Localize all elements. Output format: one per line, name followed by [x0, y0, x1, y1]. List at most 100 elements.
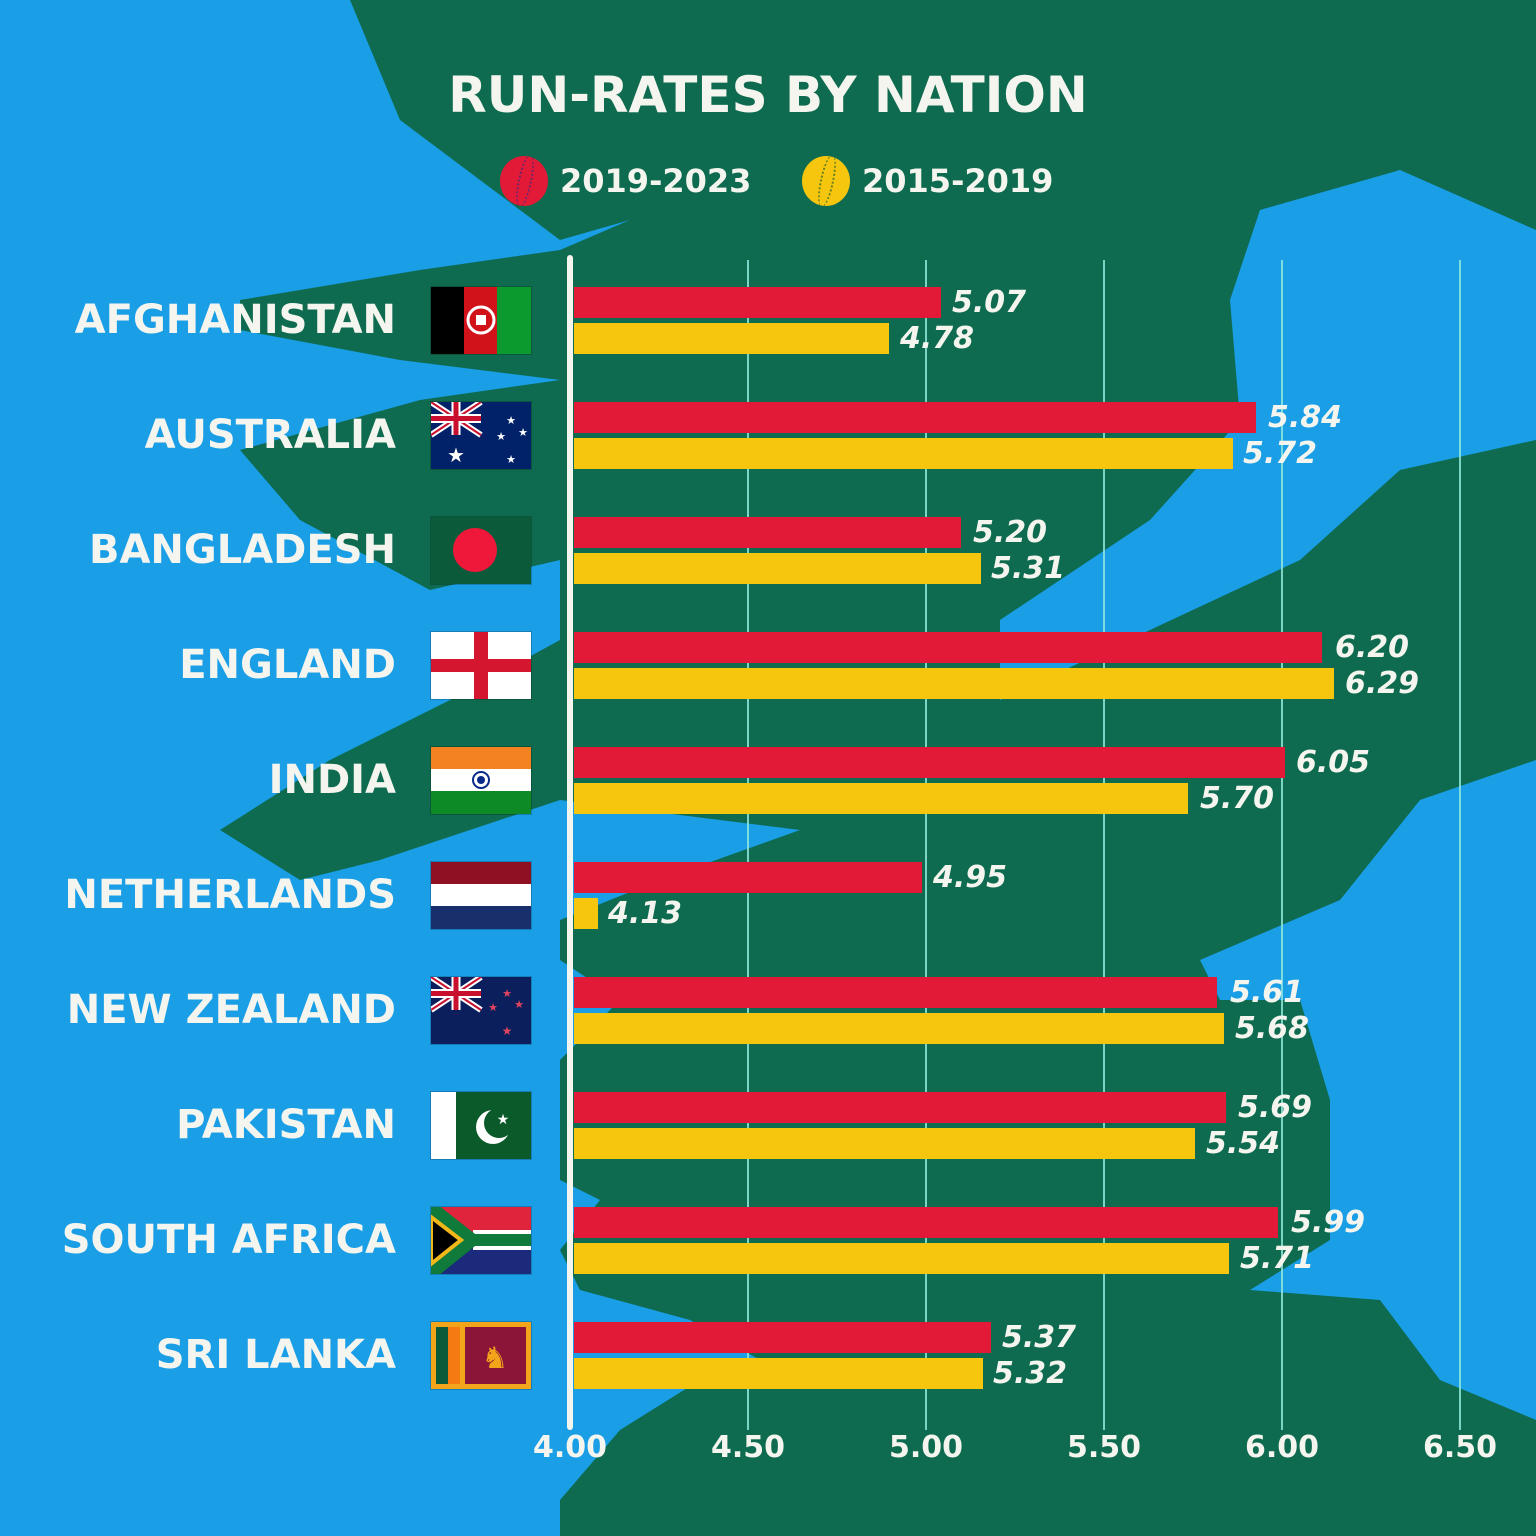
value-label: 4.13	[608, 896, 683, 931]
value-label: 6.05	[1296, 745, 1371, 780]
bar-2019-2023	[574, 747, 1285, 778]
row-new-zealand: NEW ZEALAND ★ ★ ★ ★ 5.61 5.68	[0, 977, 1536, 1057]
country-label: ENGLAND	[179, 642, 396, 688]
afghanistan-flag-icon	[431, 287, 531, 354]
gridline-5.00	[925, 260, 927, 1430]
england-flag-icon	[431, 632, 531, 699]
value-label: 5.72	[1243, 436, 1318, 471]
bar-2019-2023	[574, 1322, 991, 1353]
bar-2019-2023	[574, 517, 961, 548]
country-label: SRI LANKA	[155, 1332, 396, 1378]
country-label: BANGLADESH	[88, 527, 396, 573]
bar-2019-2023	[574, 1092, 1226, 1123]
chart-title: RUN-RATES BY NATION	[448, 66, 1088, 124]
svg-text:★: ★	[447, 443, 465, 467]
bar-2015-2019	[574, 783, 1188, 814]
bar-2015-2019	[574, 668, 1334, 699]
svg-text:★: ★	[502, 987, 512, 1000]
south-africa-flag-icon	[431, 1207, 531, 1274]
svg-text:★: ★	[514, 998, 524, 1011]
country-label: SOUTH AFRICA	[61, 1217, 396, 1263]
bar-2015-2019	[574, 323, 889, 354]
value-label: 6.29	[1345, 666, 1420, 701]
gridline-6.50	[1459, 260, 1461, 1430]
row-afghanistan: AFGHANISTAN 5.07 4.78	[0, 287, 1536, 367]
svg-text:★: ★	[502, 1024, 513, 1038]
svg-text:★: ★	[488, 1001, 498, 1014]
value-label: 6.20	[1335, 630, 1410, 665]
legend-label: 2019-2023	[560, 162, 752, 200]
x-tick: 6.50	[1422, 1430, 1498, 1465]
bar-2019-2023	[574, 632, 1322, 663]
value-label: 4.95	[933, 860, 1008, 895]
red-cricket-ball-icon	[500, 156, 548, 206]
gridline-5.50	[1103, 260, 1105, 1430]
x-tick: 5.50	[1066, 1430, 1142, 1465]
x-tick: 6.00	[1244, 1430, 1320, 1465]
value-label: 5.99	[1291, 1205, 1366, 1240]
country-label: AFGHANISTAN	[74, 297, 396, 343]
bar-2015-2019	[574, 438, 1233, 469]
sri-lanka-flag-icon: ♞	[431, 1322, 531, 1389]
y-axis-line	[567, 255, 573, 1430]
country-label: AUSTRALIA	[144, 412, 396, 458]
value-label: 5.69	[1238, 1090, 1313, 1125]
yellow-cricket-ball-icon	[802, 156, 850, 206]
x-tick: 5.00	[888, 1430, 964, 1465]
bar-2019-2023	[574, 862, 922, 893]
australia-flag-icon: ★ ★ ★ ★ ★	[431, 402, 531, 469]
bar-2015-2019	[574, 1128, 1195, 1159]
value-label: 5.20	[973, 515, 1048, 550]
country-label: PAKISTAN	[176, 1102, 396, 1148]
value-label: 5.31	[991, 551, 1066, 586]
value-label: 5.07	[952, 285, 1027, 320]
svg-text:★: ★	[497, 1112, 510, 1128]
legend-label: 2015-2019	[862, 162, 1054, 200]
bar-2015-2019	[574, 1243, 1229, 1274]
india-flag-icon	[431, 747, 531, 814]
country-label: NETHERLANDS	[64, 872, 396, 918]
value-label: 5.68	[1235, 1011, 1310, 1046]
row-netherlands: NETHERLANDS 4.95 4.13	[0, 862, 1536, 942]
svg-text:★: ★	[518, 426, 528, 439]
bar-2015-2019	[574, 1013, 1224, 1044]
row-england: ENGLAND 6.20 6.29	[0, 632, 1536, 712]
x-tick: 4.00	[532, 1430, 608, 1465]
bar-2019-2023	[574, 977, 1217, 1008]
row-sri-lanka: SRI LANKA ♞ 5.37 5.32	[0, 1322, 1536, 1402]
value-label: 5.71	[1240, 1241, 1315, 1276]
pakistan-flag-icon: ★	[431, 1092, 531, 1159]
svg-text:♞: ♞	[482, 1341, 509, 1376]
country-label: INDIA	[268, 757, 396, 803]
svg-text:★: ★	[506, 414, 516, 427]
row-australia: AUSTRALIA ★ ★ ★ ★ ★ 5.84 5.72	[0, 402, 1536, 482]
value-label: 4.78	[900, 321, 975, 356]
netherlands-flag-icon	[431, 862, 531, 929]
gridline-4.50	[747, 260, 749, 1430]
svg-text:★: ★	[496, 430, 506, 443]
value-label: 5.70	[1200, 781, 1275, 816]
svg-text:★: ★	[506, 453, 516, 466]
row-pakistan: PAKISTAN ★ 5.69 5.54	[0, 1092, 1536, 1172]
legend-item-2015-2019: 2015-2019	[802, 156, 1053, 206]
gridline-6.00	[1281, 260, 1283, 1430]
bar-2019-2023	[574, 287, 941, 318]
value-label: 5.84	[1268, 400, 1343, 435]
bar-2019-2023	[574, 1207, 1278, 1238]
value-label: 5.61	[1230, 975, 1305, 1010]
new-zealand-flag-icon: ★ ★ ★ ★	[431, 977, 531, 1044]
bar-2015-2019	[574, 1358, 983, 1389]
value-label: 5.32	[993, 1356, 1068, 1391]
row-bangladesh: BANGLADESH 5.20 5.31	[0, 517, 1536, 597]
row-south-africa: SOUTH AFRICA 5.99 5.71	[0, 1207, 1536, 1287]
bar-2019-2023	[574, 402, 1256, 433]
country-label: NEW ZEALAND	[66, 987, 396, 1033]
legend: 2019-2023 2015-2019	[0, 156, 1536, 206]
legend-item-2019-2023: 2019-2023	[500, 156, 751, 206]
row-india: INDIA 6.05 5.70	[0, 747, 1536, 827]
value-label: 5.37	[1002, 1320, 1077, 1355]
value-label: 5.54	[1206, 1126, 1281, 1161]
bangladesh-flag-icon	[431, 517, 531, 584]
x-tick: 4.50	[710, 1430, 786, 1465]
